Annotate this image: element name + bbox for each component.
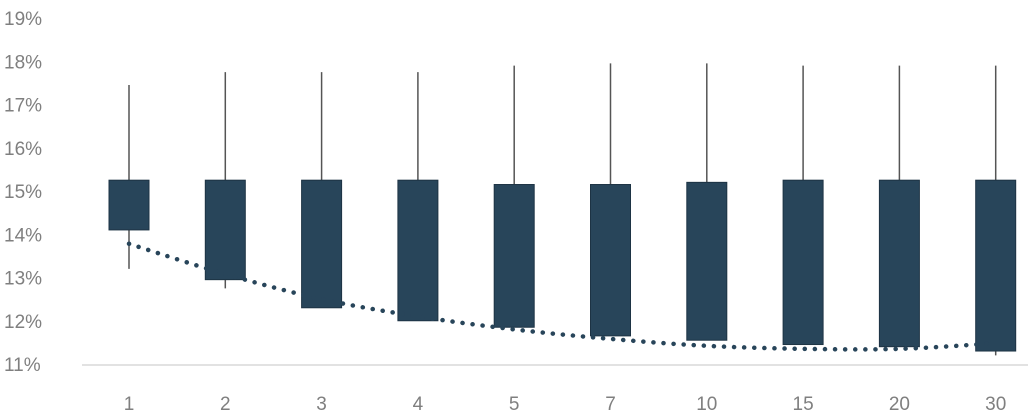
box <box>590 184 631 337</box>
y-tick-label: 16% <box>4 139 42 160</box>
x-tick-label: 15 <box>793 394 814 415</box>
whiskers <box>128 63 997 356</box>
x-tick-label: 3 <box>316 394 327 415</box>
box <box>493 184 535 328</box>
y-tick-label: 13% <box>4 269 42 290</box>
y-tick-label: 19% <box>4 9 42 30</box>
box <box>878 179 920 348</box>
y-tick-label: 14% <box>4 225 42 246</box>
x-tick-label: 2 <box>220 394 231 415</box>
y-tick-label: 11% <box>4 355 41 376</box>
box <box>782 179 824 346</box>
box <box>686 181 728 341</box>
boxes <box>108 179 1017 352</box>
box <box>108 179 150 231</box>
x-tick-label: 1 <box>124 394 135 415</box>
x-tick-label: 30 <box>985 394 1006 415</box>
box <box>397 179 439 322</box>
box <box>975 179 1017 352</box>
box <box>301 179 343 309</box>
x-tick-label: 4 <box>413 394 424 415</box>
x-tick-label: 20 <box>889 394 910 415</box>
y-tick-label: 17% <box>4 96 42 117</box>
x-axis-ticks: 1 2 3 4 5 7 10 15 20 30 <box>124 394 1007 415</box>
x-tick-label: 5 <box>509 394 520 415</box>
y-tick-label: 15% <box>4 182 42 203</box>
box <box>204 179 246 281</box>
y-tick-label: 18% <box>4 52 42 73</box>
trend-line-path <box>126 241 998 352</box>
y-tick-label: 12% <box>4 312 42 333</box>
y-axis-ticks: 11% 12% 13% 14% 15% 16% 17% 18% 19% <box>4 9 42 376</box>
x-tick-label: 7 <box>605 394 616 415</box>
trend-line <box>126 241 998 352</box>
x-tick-label: 10 <box>696 394 717 415</box>
